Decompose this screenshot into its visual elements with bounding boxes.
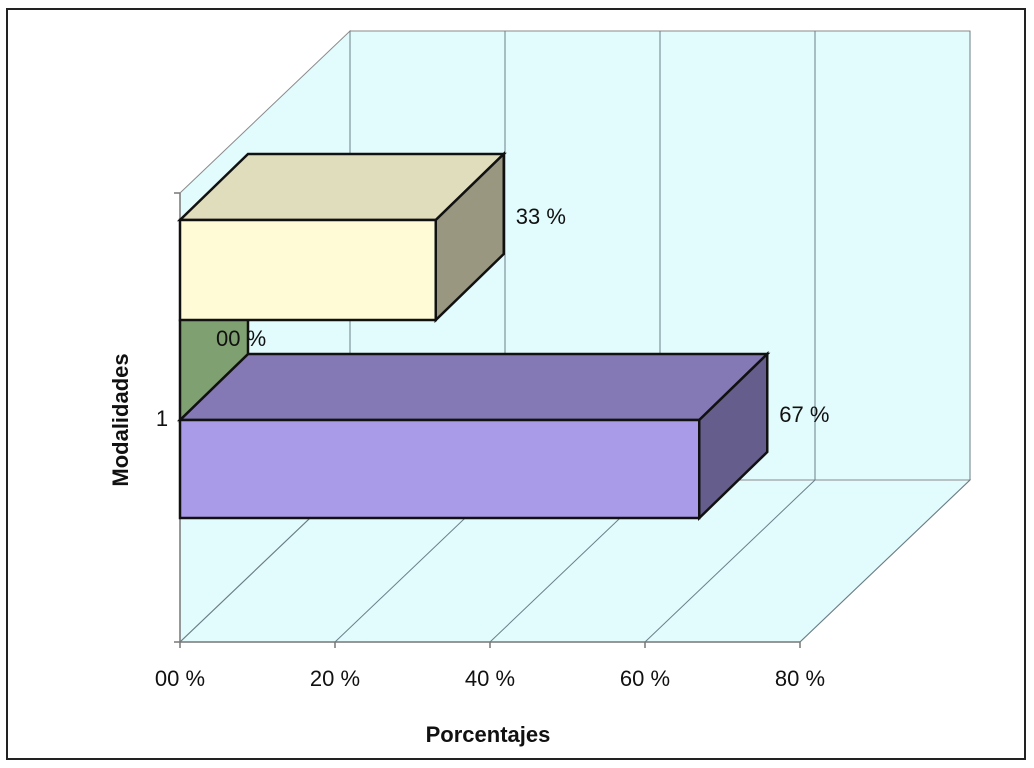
x-tick-label: 40 % [465, 666, 515, 691]
floor-gridline [799, 479, 971, 643]
data-label: 00 % [216, 326, 266, 351]
data-label: 33 % [516, 204, 566, 229]
floor-gridline [644, 479, 816, 643]
x-axis-title: Porcentajes [426, 722, 551, 747]
y-tick-label: 1 [156, 406, 168, 431]
x-tick-label: 00 % [155, 666, 205, 691]
bar-front-face [178, 218, 437, 322]
y-axis-title: Modalidades [108, 353, 133, 486]
chart-walls [178, 29, 972, 644]
bars [176, 151, 771, 521]
labels: 00 % 20 % 40 % 60 % 80 % 1 67 % 00 % 33 % [155, 204, 829, 691]
bar-top-face [176, 352, 771, 422]
bar-front-face [178, 418, 701, 520]
x-tick-label: 20 % [310, 666, 360, 691]
data-label: 67 % [779, 402, 829, 427]
x-tick-label: 60 % [620, 666, 670, 691]
x-tick-label: 80 % [775, 666, 825, 691]
